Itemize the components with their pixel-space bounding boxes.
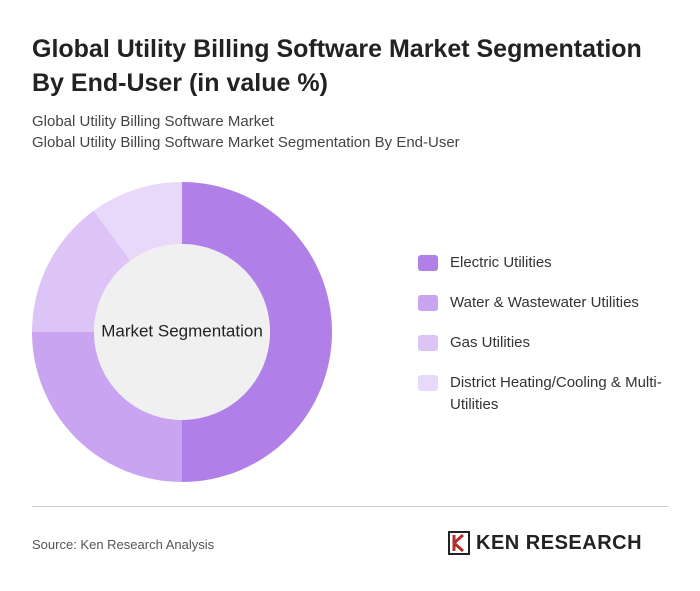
legend-label: Water & Wastewater Utilities: [450, 294, 639, 311]
legend-swatch: [418, 295, 438, 311]
subtitle: Global Utility Billing Software Market S…: [32, 134, 460, 151]
legend-item: District Heating/Cooling & Multi-Utiliti…: [418, 372, 678, 416]
legend-item: Electric Utilities: [418, 252, 678, 274]
source: Source: Ken Research Analysis: [32, 537, 215, 552]
donut-chart: Market Segmentation: [32, 182, 332, 482]
legend-item: Gas Utilities: [418, 332, 678, 354]
donut-segment: [32, 210, 131, 332]
legend-item: Water & Wastewater Utilities: [418, 292, 678, 314]
donut-hole: [94, 244, 270, 420]
chart-title: Global Utility Billing Software Market S…: [32, 35, 642, 97]
logo-text: KEN RESEARCH: [476, 531, 643, 554]
divider: [32, 506, 668, 507]
legend: Electric Utilities Water & Wastewater Uti…: [418, 252, 678, 434]
legend-label: District Heating/Cooling & Multi-Utiliti…: [450, 374, 662, 413]
donut-segment: [93, 182, 182, 261]
legend-label: Electric Utilities: [450, 254, 552, 271]
legend-swatch: [418, 255, 438, 271]
legend-swatch: [418, 335, 438, 351]
donut-segment: [32, 332, 182, 482]
legend-swatch: [418, 375, 438, 391]
logo: KEN RESEARCH: [448, 531, 642, 555]
logo-icon: [448, 531, 470, 555]
donut-segment: [182, 182, 332, 482]
legend-label: Gas Utilities: [450, 334, 531, 351]
center-label: Market Segmentation: [101, 321, 263, 340]
subtitle: Global Utility Billing Software Market: [32, 113, 274, 130]
